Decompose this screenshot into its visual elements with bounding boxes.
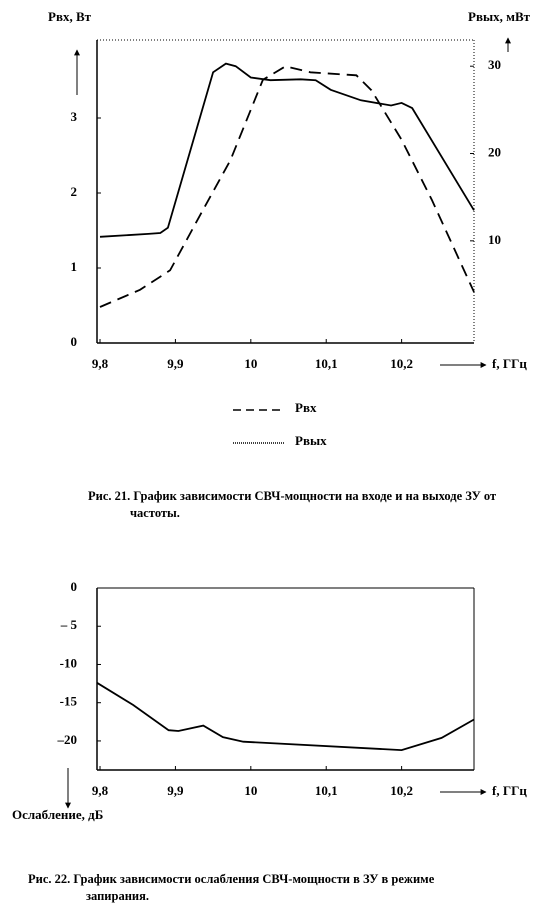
legend-label: Pвх	[295, 400, 317, 415]
y2-axis-label: Pвых, мВт	[468, 9, 531, 24]
x-tick-label: 9,8	[92, 356, 109, 371]
legend-label: Pвых	[295, 433, 327, 448]
y-tick-label: 2	[71, 184, 78, 199]
x-tick-label: 9,8	[92, 783, 109, 798]
x-tick-label: 10,2	[390, 356, 413, 371]
x-tick-label: 9,9	[167, 783, 184, 798]
caption: Рис. 22. График зависимости ослабления С…	[28, 872, 435, 886]
x-tick-label: 10,1	[315, 356, 338, 371]
x-tick-label: 10	[244, 783, 257, 798]
y-tick-label: 0	[71, 579, 78, 594]
y-axis-label: Pвх, Вт	[48, 9, 92, 24]
x-tick-label: 10,2	[390, 783, 413, 798]
y-tick-label: – 5	[60, 617, 78, 632]
y-tick-label: 1	[71, 259, 78, 274]
x-tick-label: 10,1	[315, 783, 338, 798]
y-tick-label: 3	[71, 109, 78, 124]
y2-tick-label: 30	[488, 57, 501, 72]
x-axis-label: f, ГГц	[492, 783, 527, 798]
y-tick-label: 0	[71, 334, 78, 349]
y-tick-label: –20	[57, 732, 78, 747]
data-line	[99, 65, 475, 308]
caption: Рис. 21. График зависимости СВЧ-мощности…	[88, 489, 496, 503]
y-tick-label: -10	[60, 655, 77, 670]
y2-tick-label: 20	[488, 145, 501, 160]
data-line	[99, 62, 475, 238]
y-axis-label: Ослабление, дБ	[12, 807, 103, 822]
x-axis-label: f, ГГц	[492, 356, 527, 371]
data-line	[96, 682, 475, 752]
caption: запирания.	[86, 889, 149, 903]
caption: частоты.	[130, 506, 180, 520]
y-tick-label: -15	[60, 694, 78, 709]
y2-tick-label: 10	[488, 232, 501, 247]
x-tick-label: 10	[244, 356, 257, 371]
x-tick-label: 9,9	[167, 356, 184, 371]
